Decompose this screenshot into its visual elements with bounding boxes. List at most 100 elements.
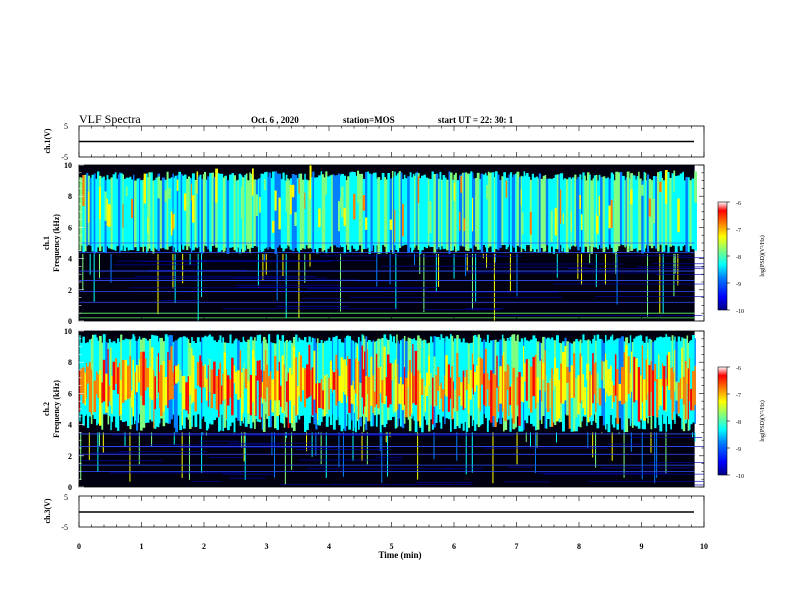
spectrogram-core	[673, 170, 676, 193]
spectrogram-core	[631, 372, 634, 428]
spectrogram-column	[595, 174, 598, 248]
spectrogram-column	[154, 179, 156, 248]
date-label: Oct. 6 , 2020	[251, 115, 299, 125]
spectrogram-core	[124, 359, 128, 401]
spectrogram-column	[409, 172, 412, 248]
spectrogram-spike	[241, 432, 243, 448]
spectrogram-column	[194, 179, 197, 248]
noise-streak	[276, 305, 350, 307]
spectrogram-column	[575, 179, 578, 247]
spectrogram-core	[170, 346, 173, 400]
spectrogram-spike	[494, 253, 496, 263]
noise-streak	[465, 308, 505, 310]
spectrogram-core	[338, 375, 341, 402]
ch1-colorbar: -6 -7 -8 -9 -10 log(PSD)(V²/Hz)	[717, 201, 766, 315]
spectrogram-column	[251, 175, 254, 248]
spectrogram-core	[194, 388, 198, 412]
spectrogram-core	[168, 188, 172, 199]
spectrogram-core	[570, 365, 574, 398]
spectrogram-core	[311, 367, 314, 416]
spectrogram-core	[96, 371, 98, 395]
spectrogram-spike	[379, 432, 381, 452]
spectrogram-core	[204, 364, 207, 388]
spectrogram-core	[625, 345, 629, 402]
spectrogram-column	[108, 339, 111, 417]
spectrogram-core	[433, 356, 436, 407]
spectrogram-spike	[366, 432, 368, 465]
spectrogram-core	[573, 353, 576, 398]
spectrogram-column	[116, 178, 119, 247]
spectrogram-column	[323, 177, 326, 251]
spectrogram-column	[431, 171, 434, 247]
spectrogram-core	[320, 379, 323, 409]
spectrogram-core	[480, 358, 484, 385]
spectrogram-core	[586, 363, 588, 380]
spectrogram-column	[84, 174, 87, 252]
spectrogram-column	[484, 172, 487, 248]
spectrogram-core	[88, 362, 92, 413]
spectrogram-spike	[339, 253, 341, 312]
spectrogram-column	[644, 172, 647, 249]
spectrogram-spike	[262, 253, 264, 281]
noise-streak	[117, 260, 214, 262]
spectrogram-column	[287, 178, 289, 246]
spectrogram-spike	[601, 432, 603, 434]
spectrogram-column	[493, 176, 496, 253]
spectrogram-core	[608, 205, 612, 229]
spectrogram-core	[658, 354, 660, 410]
spectrogram-column	[217, 173, 220, 253]
spectrogram-spike	[274, 432, 276, 478]
spectrogram-core	[368, 376, 371, 422]
spectrogram-core	[304, 192, 306, 209]
ch1-colorbar-label: log(PSD)(V²/Hz)	[759, 235, 766, 276]
spectrogram-column	[164, 179, 167, 250]
spectrogram-column	[453, 338, 457, 429]
spectrogram-column	[509, 172, 513, 253]
spectrogram-core	[313, 350, 316, 400]
spectrogram-column	[602, 176, 606, 253]
spectrogram-column	[593, 175, 597, 248]
spectrogram-core	[268, 376, 271, 416]
x-axis-title: Time (min)	[378, 550, 421, 560]
spectrogram-column	[389, 178, 393, 251]
spectrogram-core	[609, 365, 613, 396]
ch2-colorbar-gradient	[717, 366, 728, 476]
spectrogram-core	[129, 355, 132, 398]
spectrogram-core	[429, 201, 432, 234]
spectrogram-core	[104, 191, 107, 221]
spectrogram-core	[98, 369, 102, 426]
spectrogram-core	[577, 375, 580, 415]
spectrogram-column	[189, 177, 192, 249]
spectrogram-column	[119, 172, 121, 253]
spectrogram-column	[247, 180, 250, 249]
spectrogram-core	[295, 357, 298, 416]
spectrogram-core	[162, 361, 166, 412]
noise-streak	[507, 466, 533, 468]
spectrogram-column	[395, 175, 398, 251]
spectrogram-column	[362, 178, 366, 250]
spectrogram-spike	[151, 432, 153, 447]
spectrogram-core	[244, 368, 248, 389]
spectrogram-core	[407, 371, 410, 388]
spectrogram-column	[186, 178, 189, 251]
spectrogram-core	[453, 389, 457, 412]
spectrogram-core	[458, 377, 461, 397]
spectrogram-column	[249, 172, 251, 254]
noise-streak	[306, 468, 453, 470]
spectrogram-spike	[80, 432, 82, 480]
colorbar-tick-label: -8	[736, 255, 741, 261]
spectrogram-core	[185, 382, 189, 411]
spectrogram-core	[219, 362, 222, 405]
spectrogram-core	[687, 368, 690, 420]
spectrogram-core	[283, 364, 286, 411]
ch1-waveform-panel: 5 -5 ch.1(V)	[43, 122, 705, 162]
spectrogram-spike	[589, 253, 591, 264]
spectrogram-column	[404, 178, 408, 245]
spectrogram-column	[125, 177, 128, 248]
spectrogram-core	[242, 367, 245, 413]
spectrogram-spike	[536, 432, 538, 448]
spectrogram-core	[520, 376, 524, 402]
spectrogram-core	[357, 170, 360, 204]
spectrogram-core	[159, 371, 161, 408]
spectrogram-column	[424, 340, 427, 420]
